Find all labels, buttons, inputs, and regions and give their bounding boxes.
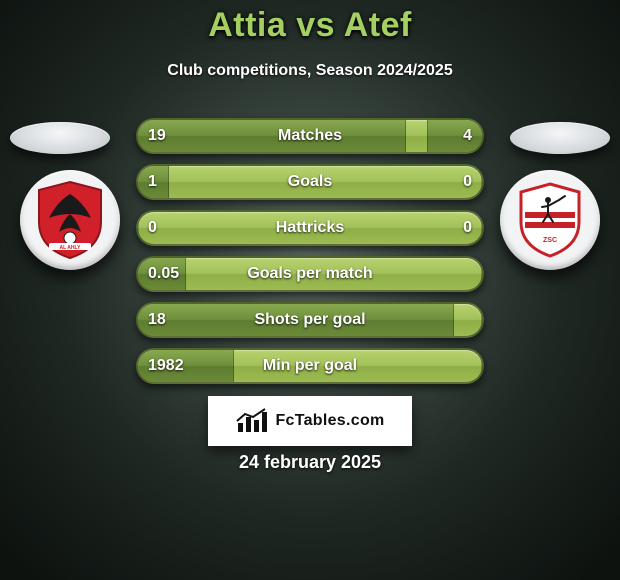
stat-bar-track xyxy=(136,118,484,154)
stat-bar-left-fill xyxy=(138,258,186,290)
stat-bar-track xyxy=(136,210,484,246)
player-silhouette-left xyxy=(10,122,110,154)
stat-bar-right-fill xyxy=(481,258,482,290)
club-crest-left: AL AHLY xyxy=(20,170,120,270)
stat-bar-track xyxy=(136,302,484,338)
club-crest-right: ZSC xyxy=(500,170,600,270)
stat-bar-left-fill xyxy=(138,166,169,198)
stat-row-shots-per-goal: Shots per goal18 xyxy=(136,302,484,338)
stat-row-goals-per-match: Goals per match0.05 xyxy=(136,256,484,292)
stat-bar-left-fill xyxy=(138,120,406,152)
stat-bar-right-fill xyxy=(427,120,482,152)
zamalek-crest-icon: ZSC xyxy=(515,180,585,260)
watermark-badge: FcTables.com xyxy=(208,396,412,446)
stat-bar-right-fill xyxy=(481,212,482,244)
page-title: Attia vs Atef xyxy=(0,6,620,45)
stat-bar-right-fill xyxy=(481,304,482,336)
al-ahly-crest-icon: AL AHLY xyxy=(35,180,105,260)
stat-row-goals: Goals10 xyxy=(136,164,484,200)
svg-text:AL AHLY: AL AHLY xyxy=(60,245,82,251)
stat-bar-track xyxy=(136,256,484,292)
stat-row-min-per-goal: Min per goal1982 xyxy=(136,348,484,384)
player-silhouette-right xyxy=(510,122,610,154)
subtitle: Club competitions, Season 2024/2025 xyxy=(0,62,620,80)
stat-bar-track xyxy=(136,164,484,200)
stat-bar-left-fill xyxy=(138,304,454,336)
footer-date: 24 february 2025 xyxy=(0,452,620,473)
stat-row-hattricks: Hattricks00 xyxy=(136,210,484,246)
stat-bar-right-fill xyxy=(481,350,482,382)
stat-bar-left-fill xyxy=(138,350,234,382)
stat-row-matches: Matches194 xyxy=(136,118,484,154)
bar-chart-icon xyxy=(235,407,269,435)
svg-text:ZSC: ZSC xyxy=(543,237,557,244)
infographic-root: Attia vs Atef Club competitions, Season … xyxy=(0,0,620,580)
stat-bar-track xyxy=(136,348,484,384)
stats-bars: Matches194 Goals10 Hattricks00 Goals per ma… xyxy=(136,118,484,394)
stat-bar-left-fill xyxy=(138,212,139,244)
stat-bar-right-fill xyxy=(481,166,482,198)
watermark-text: FcTables.com xyxy=(275,412,384,430)
